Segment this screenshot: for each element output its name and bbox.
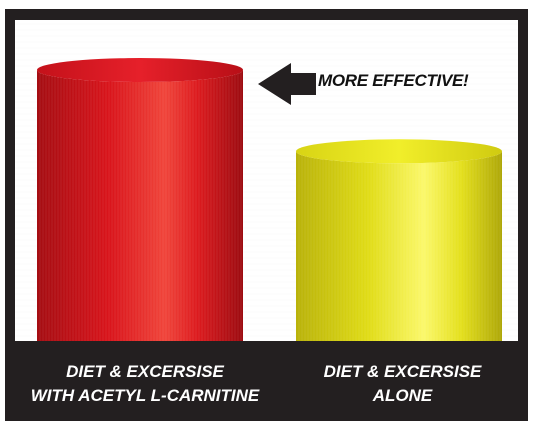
annotation-text: MORE EFFECTIVE! (318, 71, 469, 90)
category-label-2-line-1: DIET & EXCERSISE (323, 362, 482, 381)
bar-1-top (37, 58, 243, 82)
bar-2-top (296, 139, 502, 164)
bar-2-body (296, 151, 502, 341)
arrow-left-icon (258, 63, 316, 105)
category-label-1-line-1: DIET & EXCERSISE (66, 362, 224, 381)
bar-1-body (37, 70, 243, 341)
bars-group (37, 58, 502, 341)
category-label-1-line-2: WITH ACETYL L-CARNITINE (30, 386, 260, 405)
category-label-2-line-2: ALONE (372, 386, 433, 405)
category-label-2: DIET & EXCERSISE ALONE (285, 360, 520, 408)
category-label-1: DIET & EXCERSISE WITH ACETYL L-CARNITINE (20, 360, 270, 408)
